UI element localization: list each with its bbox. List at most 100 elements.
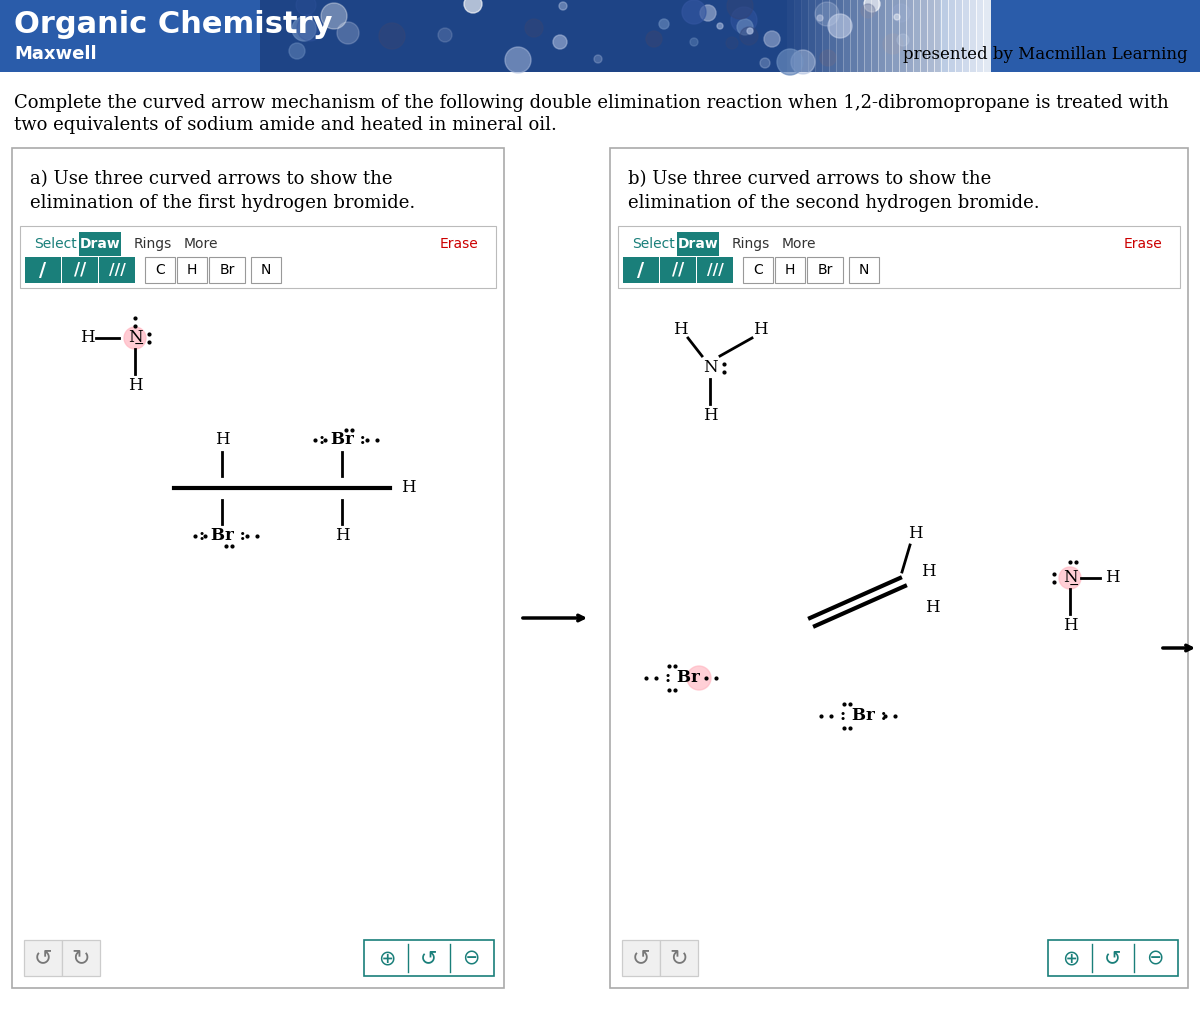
Text: Maxwell: Maxwell: [14, 45, 97, 63]
Circle shape: [505, 47, 530, 73]
Bar: [0, 0, 1200, 72]
Text: ↻: ↻: [670, 948, 689, 968]
Text: elimination of the first hydrogen bromide.: elimination of the first hydrogen bromid…: [30, 194, 415, 212]
Bar: [878, 0, 886, 72]
Text: H: H: [920, 564, 935, 580]
FancyBboxPatch shape: [209, 257, 245, 283]
Text: : Br :: : Br :: [199, 527, 245, 545]
Bar: [976, 0, 984, 72]
Circle shape: [746, 29, 754, 34]
Text: ⊖: ⊖: [1146, 948, 1164, 968]
FancyBboxPatch shape: [24, 940, 62, 976]
Circle shape: [1060, 567, 1081, 589]
Text: Select: Select: [632, 237, 674, 251]
Text: More: More: [184, 237, 218, 251]
Circle shape: [438, 29, 452, 42]
Bar: [794, 0, 802, 72]
Text: two equivalents of sodium amide and heated in mineral oil.: two equivalents of sodium amide and heat…: [14, 116, 557, 134]
Text: −: −: [1069, 578, 1079, 591]
Bar: [822, 0, 830, 72]
Circle shape: [898, 34, 910, 46]
Bar: [948, 0, 956, 72]
Circle shape: [298, 15, 323, 41]
Bar: [864, 0, 872, 72]
FancyBboxPatch shape: [677, 232, 719, 256]
Circle shape: [828, 14, 852, 38]
Text: //: //: [672, 261, 684, 279]
Text: presented by Macmillan Learning: presented by Macmillan Learning: [904, 46, 1188, 62]
Circle shape: [737, 19, 754, 35]
FancyBboxPatch shape: [364, 940, 494, 976]
Text: ↺: ↺: [1104, 948, 1122, 968]
Text: Draw: Draw: [678, 237, 719, 251]
FancyBboxPatch shape: [62, 940, 100, 976]
Text: ⊖: ⊖: [462, 948, 480, 968]
FancyBboxPatch shape: [660, 257, 696, 283]
Circle shape: [124, 327, 146, 349]
Text: ↻: ↻: [72, 948, 90, 968]
Circle shape: [292, 17, 316, 41]
Text: More: More: [782, 237, 816, 251]
Text: C: C: [155, 263, 164, 277]
Circle shape: [731, 7, 757, 33]
Text: Draw: Draw: [79, 237, 120, 251]
Bar: [802, 0, 809, 72]
Text: Erase: Erase: [1123, 237, 1162, 251]
Text: : Br: : Br: [665, 670, 700, 686]
Bar: [871, 0, 878, 72]
Bar: [808, 0, 816, 72]
FancyBboxPatch shape: [251, 257, 281, 283]
Bar: [983, 0, 991, 72]
Text: b) Use three curved arrows to show the: b) Use three curved arrows to show the: [628, 170, 991, 188]
Bar: [886, 0, 893, 72]
Bar: [970, 0, 977, 72]
Bar: [928, 0, 935, 72]
Text: Br: Br: [817, 263, 833, 277]
Bar: [850, 0, 858, 72]
Text: Br: Br: [220, 263, 235, 277]
Bar: [906, 0, 914, 72]
Text: H: H: [215, 432, 229, 449]
Bar: [815, 0, 823, 72]
Text: : Br :: : Br :: [840, 708, 887, 725]
Circle shape: [594, 55, 602, 63]
Circle shape: [464, 0, 482, 13]
Bar: [20, 226, 496, 288]
Bar: [892, 0, 900, 72]
Circle shape: [764, 31, 780, 47]
Bar: [260, 0, 940, 72]
Circle shape: [646, 31, 662, 47]
Circle shape: [864, 0, 880, 12]
Text: Rings: Rings: [732, 237, 770, 251]
Bar: [842, 0, 851, 72]
FancyBboxPatch shape: [178, 257, 208, 283]
FancyBboxPatch shape: [623, 257, 659, 283]
Text: Erase: Erase: [439, 237, 478, 251]
FancyBboxPatch shape: [850, 257, 878, 283]
Bar: [941, 0, 949, 72]
Circle shape: [726, 37, 738, 49]
FancyBboxPatch shape: [98, 257, 134, 283]
FancyBboxPatch shape: [808, 257, 842, 283]
Text: H: H: [1105, 569, 1120, 586]
Bar: [934, 0, 942, 72]
Text: C: C: [754, 263, 763, 277]
Circle shape: [700, 5, 716, 21]
Text: −: −: [133, 338, 144, 350]
Circle shape: [690, 38, 698, 46]
Circle shape: [883, 34, 904, 54]
Text: /: /: [40, 261, 47, 280]
Bar: [787, 0, 796, 72]
FancyBboxPatch shape: [743, 257, 773, 283]
Circle shape: [760, 58, 770, 68]
Circle shape: [718, 23, 722, 29]
Circle shape: [659, 19, 670, 29]
FancyBboxPatch shape: [12, 148, 504, 988]
FancyBboxPatch shape: [775, 257, 805, 283]
Text: : Br :: : Br :: [319, 432, 365, 449]
Circle shape: [820, 50, 836, 66]
FancyBboxPatch shape: [622, 940, 660, 976]
Bar: [857, 0, 865, 72]
Circle shape: [682, 0, 706, 24]
Text: ↺: ↺: [631, 948, 650, 968]
